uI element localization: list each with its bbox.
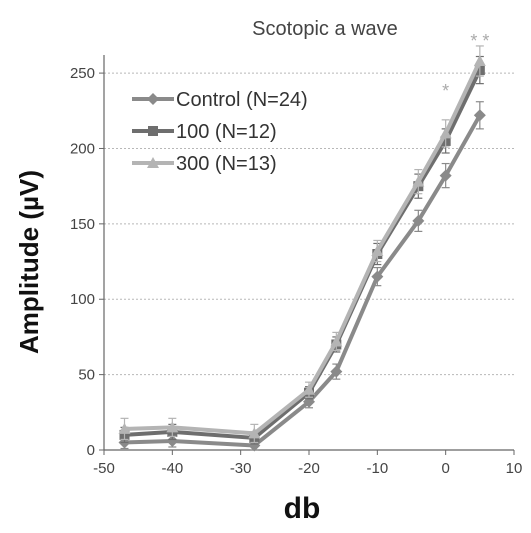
data-point [147,93,159,105]
series-2 [118,45,486,444]
series-group [118,45,486,452]
y-tick-label: 200 [70,140,95,157]
data-point [147,157,159,168]
y-tick-label: 0 [87,442,95,459]
data-point [148,126,158,136]
x-tick-label: -20 [298,460,320,477]
data-point [371,270,384,283]
x-tick-label: 10 [506,460,523,477]
data-point [303,383,315,395]
data-point [371,244,384,256]
legend-item: 300 (N=13) [132,153,277,175]
y-tick-labels: 0 50 100 150 200 250 [70,65,95,459]
significance-annotation: * * [470,31,489,51]
data-point [166,434,179,447]
data-point [473,55,486,67]
y-tick-label: 50 [78,367,95,384]
x-tick-label: -50 [93,460,115,477]
y-tick-label: 150 [70,216,95,233]
x-tick-label: -30 [230,460,252,477]
chart-title: Scotopic a wave [252,18,398,40]
series-1 [119,55,485,445]
legend-item: 100 (N=12) [132,121,277,143]
x-tick-label: -40 [161,460,183,477]
y-tick-label: 100 [70,291,95,308]
axes [99,55,515,455]
data-point [248,427,261,439]
data-point [439,127,452,139]
legend-label: 100 (N=12) [176,121,277,143]
y-axis-title: Amplitude (µV) [14,170,44,354]
data-point [166,421,179,433]
x-tick-label: -10 [366,460,388,477]
x-axis-title: db [284,492,321,525]
data-point [412,214,425,227]
series-line [124,60,482,436]
legend-label: 300 (N=13) [176,153,277,175]
x-tick-label: 0 [441,460,449,477]
data-point [118,422,131,434]
legend-label: Control (N=24) [176,89,308,111]
x-tick-labels: -50 -40 -30 -20 -10 0 10 [93,460,522,477]
data-point [330,365,343,378]
data-point [412,175,425,187]
y-tick-label: 250 [70,65,95,82]
significance-annotation: * [442,81,449,101]
legend: Control (N=24) 100 (N=12) 300 (N=13) [132,89,308,175]
data-point [330,335,343,347]
annotations: * * * [442,31,489,101]
data-point [439,169,452,182]
legend-item: Control (N=24) [132,89,308,111]
data-point [473,109,486,122]
